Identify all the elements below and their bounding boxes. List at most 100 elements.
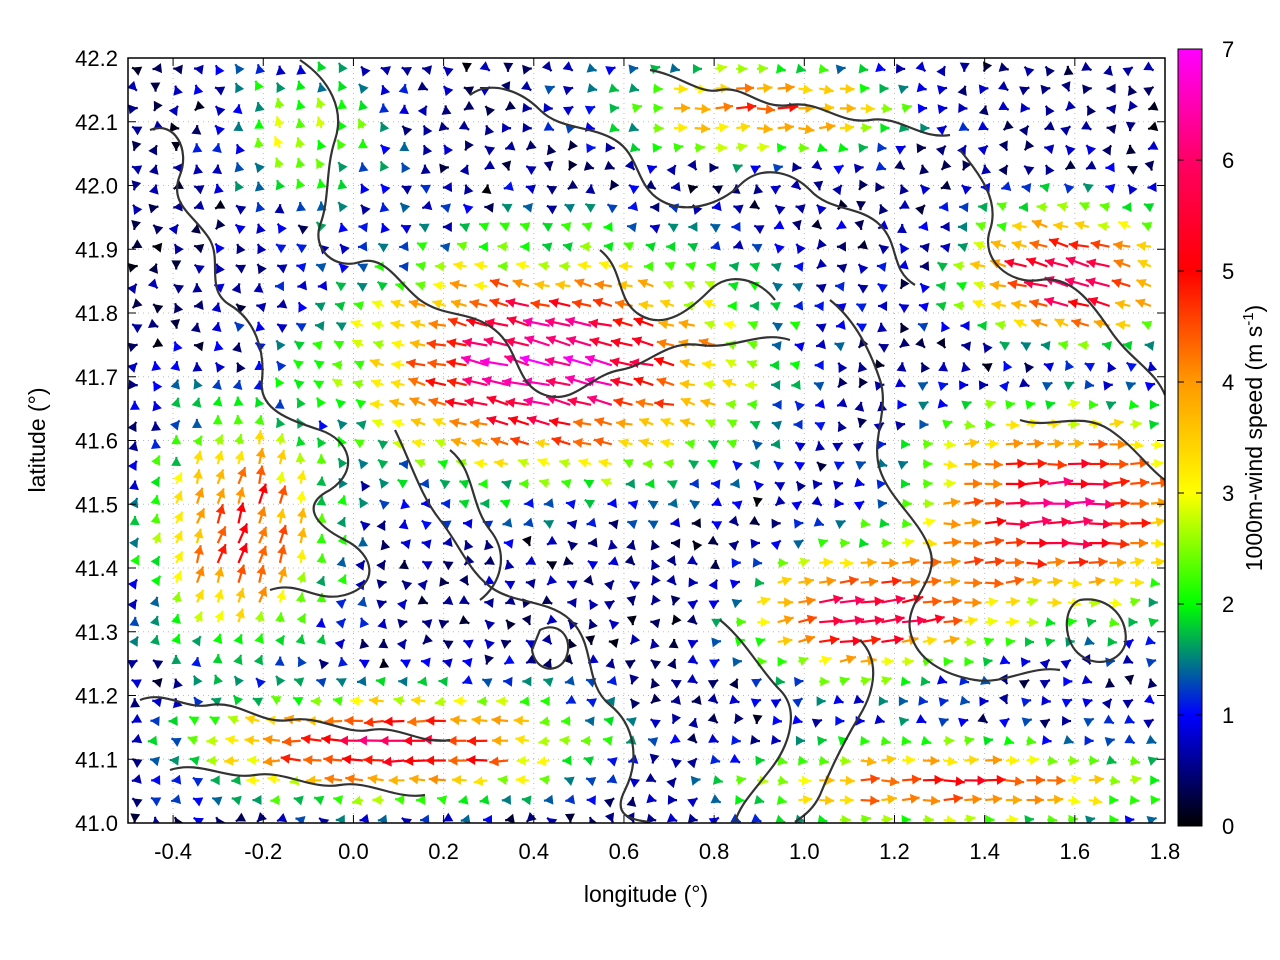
- wind-arrow: [610, 377, 633, 387]
- wind-arrow: [170, 397, 181, 408]
- wind-arrow: [1117, 220, 1131, 231]
- wind-arrow: [434, 438, 447, 449]
- wind-arrow: [902, 615, 927, 626]
- wind-arrow: [390, 299, 405, 309]
- wind-arrow: [297, 301, 308, 313]
- contour-line: [719, 619, 792, 823]
- wind-arrow: [881, 103, 893, 114]
- wind-arrow: [1125, 381, 1136, 391]
- wind-arrow: [129, 616, 140, 627]
- wind-arrow: [650, 539, 661, 551]
- wind-arrow: [1128, 617, 1138, 628]
- wind-arrow: [128, 441, 139, 452]
- wind-arrow: [818, 594, 843, 605]
- wind-arrow: [1147, 121, 1159, 132]
- wind-arrow: [793, 676, 804, 687]
- wind-arrow: [1143, 694, 1155, 705]
- wind-arrow: [602, 735, 613, 746]
- wind-arrow: [855, 302, 867, 313]
- wind-arrow: [755, 755, 765, 766]
- wind-arrow: [316, 178, 327, 189]
- wind-arrow: [839, 122, 855, 133]
- wind-arrow: [777, 82, 795, 93]
- wind-arrow: [232, 379, 243, 390]
- wind-arrow: [546, 575, 558, 586]
- wind-arrow: [626, 717, 637, 727]
- wind-arrow: [173, 530, 183, 544]
- wind-arrow: [936, 337, 947, 349]
- wind-arrow: [749, 199, 761, 210]
- wind-arrow: [973, 280, 986, 291]
- wind-arrow: [653, 123, 664, 134]
- wind-arrow: [150, 513, 161, 524]
- wind-arrow: [542, 677, 554, 687]
- wind-arrow: [350, 696, 363, 707]
- wind-arrow: [128, 342, 138, 353]
- wind-arrow: [149, 596, 160, 607]
- wind-arrow: [1109, 617, 1120, 628]
- terrain-contours: [139, 59, 1165, 823]
- wind-arrow: [938, 362, 949, 372]
- wind-arrow: [543, 102, 553, 113]
- wind-arrow: [604, 599, 615, 610]
- wind-arrow: [1057, 201, 1069, 212]
- wind-arrow: [567, 597, 577, 608]
- wind-arrow: [434, 696, 447, 707]
- wind-arrow: [964, 577, 983, 588]
- wind-arrow: [400, 539, 411, 550]
- wind-arrow: [128, 659, 138, 669]
- wind-arrow: [215, 504, 226, 524]
- wind-arrow: [233, 414, 244, 425]
- wind-arrow: [839, 755, 851, 766]
- wind-arrow: [517, 458, 530, 468]
- wind-arrow: [1005, 419, 1020, 430]
- wind-arrow: [837, 421, 847, 433]
- wind-arrow: [193, 200, 205, 210]
- wind-arrow: [1043, 362, 1055, 372]
- wind-arrow: [210, 775, 220, 786]
- wind-arrow: [1026, 794, 1044, 805]
- wind-arrow: [712, 185, 723, 195]
- wind-arrow: [194, 487, 205, 504]
- wind-arrow: [1065, 256, 1090, 268]
- x-tick-label: 0.2: [428, 839, 459, 864]
- wind-arrow: [898, 199, 910, 210]
- wind-arrow: [434, 261, 446, 272]
- wind-arrow: [484, 598, 494, 609]
- wind-arrow: [687, 184, 698, 194]
- wind-arrow: [462, 203, 474, 215]
- wind-arrow: [1081, 674, 1093, 685]
- wind-arrow: [646, 164, 658, 175]
- x-tick-label: 0.0: [338, 839, 369, 864]
- wind-arrow: [586, 795, 596, 806]
- wind-arrow: [131, 323, 143, 334]
- wind-arrow: [192, 675, 203, 686]
- wind-arrow: [811, 159, 823, 171]
- wind-arrow: [403, 735, 426, 746]
- wind-arrow: [337, 179, 348, 190]
- wind-arrow: [296, 243, 308, 254]
- wind-arrow: [1023, 362, 1035, 374]
- wind-arrow: [1147, 361, 1158, 372]
- wind-arrow: [171, 613, 181, 624]
- wind-arrow: [772, 321, 784, 332]
- wind-arrow: [1150, 557, 1165, 568]
- wind-arrow: [858, 63, 869, 74]
- wind-arrow: [612, 317, 633, 328]
- wind-arrow: [236, 362, 246, 373]
- wind-arrow: [1041, 735, 1052, 746]
- wind-arrow: [819, 755, 829, 766]
- wind-arrow: [353, 301, 364, 311]
- wind-arrow: [631, 336, 654, 347]
- wind-arrow: [564, 203, 575, 213]
- wind-arrow: [922, 478, 933, 489]
- wind-arrow: [1104, 736, 1116, 747]
- wind-arrow: [754, 577, 765, 588]
- wind-arrow: [318, 420, 328, 431]
- wind-arrow: [276, 589, 286, 603]
- wind-arrow: [964, 616, 978, 627]
- wind-arrow: [982, 61, 993, 73]
- wind-arrow: [656, 377, 675, 387]
- wind-arrow: [421, 65, 433, 75]
- wind-arrow: [798, 84, 813, 95]
